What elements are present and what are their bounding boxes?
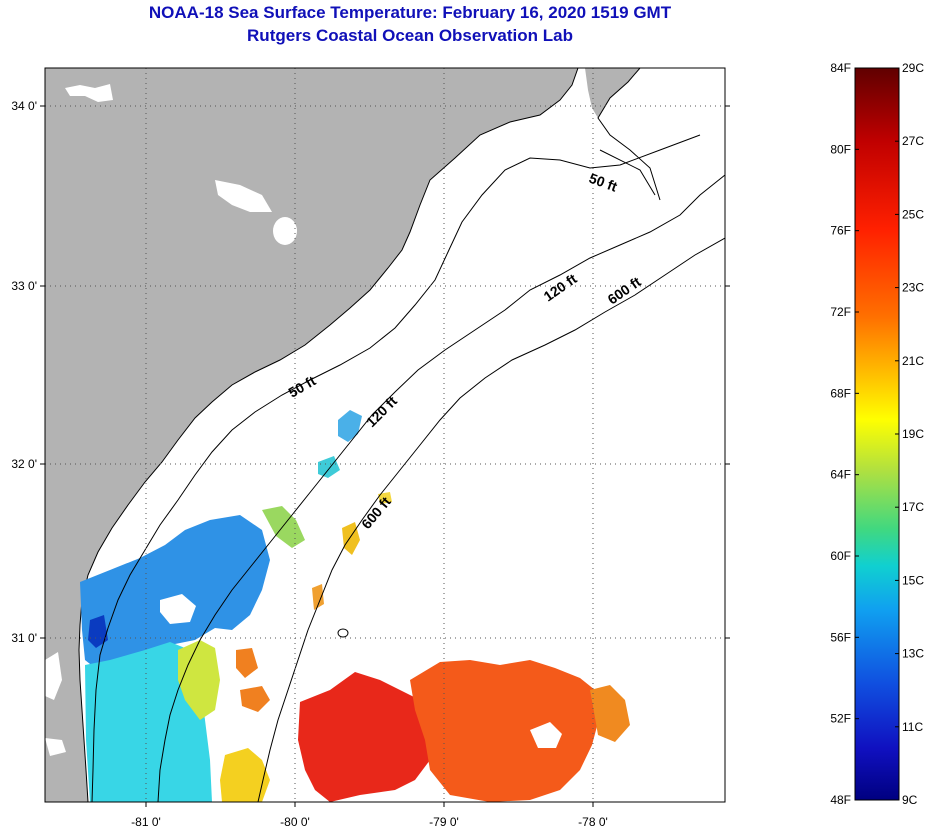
map-subtitle: Rutgers Coastal Ocean Observation Lab <box>247 26 573 45</box>
colorbar-f-label: 68F <box>830 386 851 400</box>
land-mass <box>585 68 640 118</box>
colorbar-f-label: 84F <box>830 61 851 75</box>
colorbar-f-label: 48F <box>830 793 851 807</box>
sst-patch-blue <box>88 615 108 648</box>
land-gap <box>273 217 297 245</box>
lon-label: -78 0' <box>578 815 608 829</box>
colorbar-c-label: 17C <box>902 500 924 514</box>
axis-ticks <box>40 105 730 807</box>
sst-patch-red-orange <box>410 660 600 802</box>
sst-patch-orange <box>236 648 270 712</box>
lon-label: -80 0' <box>280 815 310 829</box>
sst-patch-gap <box>160 594 196 624</box>
sst-patch-yellowgreen <box>178 640 220 720</box>
colorbar-f-label: 80F <box>830 142 851 156</box>
colorbar-c-label: 25C <box>902 207 924 221</box>
land-gap <box>45 652 62 700</box>
colorbar-c-label: 13C <box>902 647 924 661</box>
colorbar-c-labels: 29C 27C 25C 23C 21C 19C 17C 15C 13C 11C 9C <box>902 61 924 807</box>
colorbar-f-label: 72F <box>830 305 851 319</box>
land-mass <box>45 68 578 802</box>
lon-label: -79 0' <box>429 815 459 829</box>
colorbar-f-label: 76F <box>830 224 851 238</box>
colorbar-c-label: 19C <box>902 427 924 441</box>
colorbar-f-label: 52F <box>830 712 851 726</box>
colorbar-c-label: 23C <box>902 281 924 295</box>
contour-50ft <box>91 134 701 802</box>
colorbar-c-label: 21C <box>902 354 924 368</box>
sst-patch-orange <box>312 584 324 610</box>
lat-label: 33 0' <box>11 279 37 293</box>
colorbar-f-labels: 84F 80F 76F 72F 68F 64F 60F 56F 52F 48F <box>830 61 851 807</box>
land-gap <box>215 180 272 212</box>
colorbar-f-label: 56F <box>830 630 851 644</box>
land-gap <box>65 84 113 102</box>
lat-label: 31 0' <box>11 631 37 645</box>
sst-patch-red <box>298 672 445 802</box>
lat-label: 32 0' <box>11 457 37 471</box>
colorbar-f-label: 60F <box>830 549 851 563</box>
sst-patch-blue <box>80 515 270 672</box>
contour-120ft <box>157 174 725 802</box>
sst-patch-orange <box>590 685 630 742</box>
coastline <box>78 68 579 802</box>
sst-patch-blue <box>338 410 362 442</box>
colorbar-f-label: 64F <box>830 468 851 482</box>
lat-label: 34 0' <box>11 99 37 113</box>
colorbar-c-label: 15C <box>902 573 924 587</box>
colorbar-ticks <box>855 67 899 801</box>
map-title: NOAA-18 Sea Surface Temperature: Februar… <box>148 3 672 22</box>
colorbar-c-label: 29C <box>902 61 924 75</box>
sst-patch-yellow <box>220 748 270 802</box>
sst-patch-yellow <box>378 492 392 504</box>
sst-patch-green <box>262 506 305 548</box>
islet <box>337 628 349 638</box>
land-gap <box>45 738 66 756</box>
coastline <box>597 68 661 201</box>
colorbar-c-label: 9C <box>902 793 918 807</box>
colorbar-c-label: 11C <box>902 720 923 734</box>
contour-600ft <box>257 237 725 802</box>
colorbar <box>854 67 900 801</box>
colorbar-c-label: 27C <box>902 134 924 148</box>
graticule <box>45 68 725 802</box>
sst-patch-gap <box>530 722 562 748</box>
lon-label: -81 0' <box>131 815 161 829</box>
